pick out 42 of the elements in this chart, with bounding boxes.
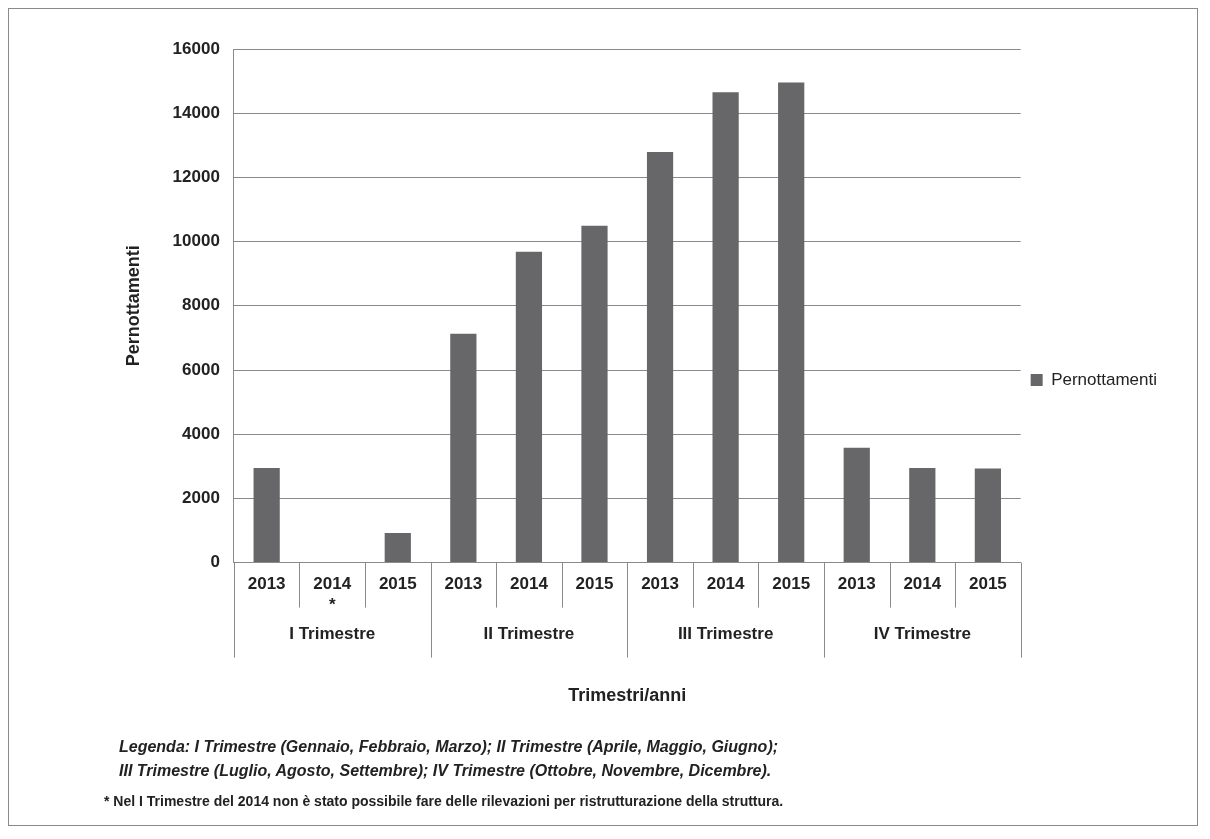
x-tick-label: 2013 [837,574,876,594]
y-tick-label: 4000 [182,423,220,443]
y-tick-label: 16000 [172,38,220,58]
x-tick-label: 2013 [641,574,679,594]
y-tick-label: 10000 [172,231,220,251]
text: III Trimestre [677,624,774,644]
y-tick-label: 6000 [182,359,220,379]
x-tick-label: 2015 [575,574,614,594]
x-tick-label: 2015 [772,574,811,594]
bar [515,251,543,563]
text: II Trimestre [483,624,575,644]
bar [974,468,1001,563]
y-tick-label: 2000 [182,488,220,508]
x-tick-label: 2014 [903,574,942,594]
text: * Nel I Trimestre del 2014 non è stato possibile fare delle rilevazioni per ristrutturazione della struttura. [104,793,785,809]
x-tick-label: 2014 [510,574,549,594]
bar [581,225,608,563]
y-axis-title: Pernottamenti [122,245,143,367]
bar [712,92,739,563]
x-tick-label: 2015 [968,574,1007,594]
x-axis-title: Trimestri/anni [568,685,687,706]
y-tick-label: 8000 [182,295,220,315]
x-tick-label: 2015 [378,574,417,594]
bar [646,152,674,563]
legend-label: Pernottamenti [1051,369,1158,389]
bar [384,533,411,563]
y-tick-label: 0 [210,552,220,572]
x-tick-label: 2013 [444,574,483,594]
text: IV Trimestre [873,624,971,644]
text: Legenda: I Trimestre (Gennaio, Febbraio, Marzo); II Trimestre (Aprile, Maggio, Giugno); [119,737,780,757]
bar [909,467,936,563]
y-tick-label: 14000 [172,102,220,122]
text: I Trimestre [289,624,376,644]
x-tick-label: 2013 [247,574,286,594]
bar [253,467,280,563]
y-tick-label: 12000 [172,167,220,187]
text: III Trimestre (Luglio, Agosto, Settembre); IV Trimestre (Ottobre, Novembre, Dicembre). [119,761,773,781]
x-tick-label: 2014 [706,574,746,594]
bar [450,333,477,563]
bar [843,447,870,563]
bar [778,82,805,563]
x-tick-label: 2014 * [313,574,352,614]
